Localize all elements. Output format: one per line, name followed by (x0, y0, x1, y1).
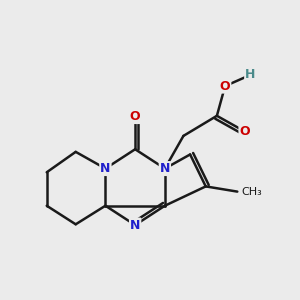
Text: N: N (160, 162, 170, 175)
Text: N: N (100, 162, 111, 175)
Text: N: N (130, 218, 140, 232)
Text: O: O (220, 80, 230, 93)
Text: H: H (245, 68, 256, 82)
Text: CH₃: CH₃ (242, 187, 262, 196)
Text: O: O (239, 125, 250, 138)
Text: O: O (130, 110, 140, 123)
